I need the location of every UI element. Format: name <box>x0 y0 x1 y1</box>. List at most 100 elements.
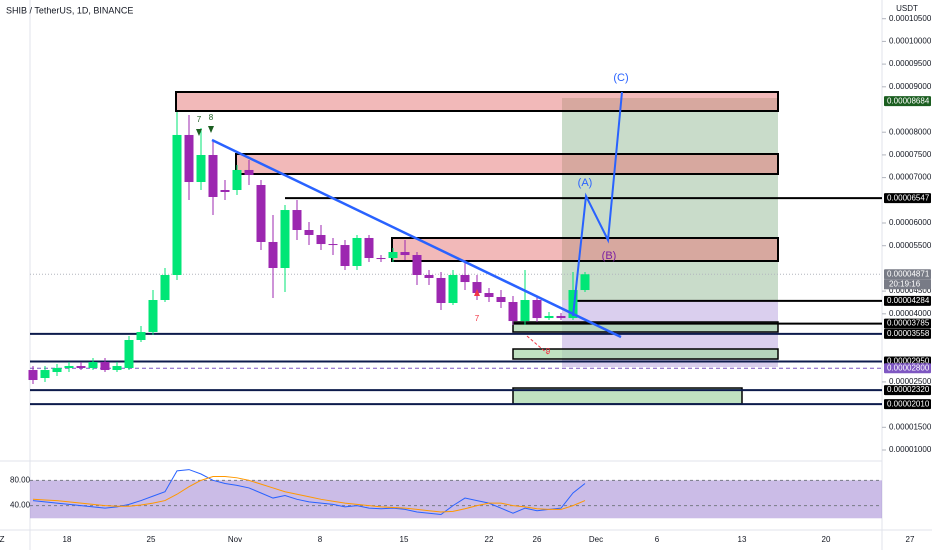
rsi-tick-label: 80.00 <box>10 475 31 484</box>
x-tick-label: Dec <box>589 535 603 544</box>
x-tick-label: 26 <box>533 535 542 544</box>
candle-body <box>316 234 326 245</box>
candle-body <box>184 134 194 183</box>
price-badge-label: 0.00002800 <box>887 363 930 372</box>
price-badge <box>884 193 931 204</box>
candle-body <box>580 274 590 291</box>
candle-body <box>292 210 302 230</box>
price-badge-label: 0.00002010 <box>887 399 930 408</box>
candle-body <box>268 241 278 269</box>
x-tick-label: 20 <box>822 535 831 544</box>
price-badge <box>884 269 931 280</box>
candle-body <box>208 154 218 197</box>
rsi-line <box>32 469 586 516</box>
count-label: 8 <box>209 113 214 122</box>
price-badge-label: 0.00002320 <box>887 385 930 394</box>
wave-label: (A) <box>578 177 593 189</box>
y-tick-label: 0.00005500 <box>889 241 932 250</box>
candle-body <box>352 237 362 267</box>
price-axis: 0.00001000 0.00001500 0.00002500 0.00004000… <box>0 14 932 544</box>
y-tick-label: 0.00006000 <box>889 218 932 227</box>
levels <box>30 197 882 406</box>
price-badge <box>884 96 931 107</box>
y-tick-label: 0.00009500 <box>889 59 932 68</box>
candle-body <box>568 290 578 319</box>
price-badge <box>884 295 931 306</box>
y-tick-label: 0.00010000 <box>889 37 932 46</box>
candles <box>28 112 590 384</box>
currency: USDT <box>896 4 918 13</box>
y-tick-label: 0.00007000 <box>889 173 932 182</box>
price-badge <box>884 385 931 396</box>
candle-body <box>424 274 434 278</box>
y-tick-label: 0.00004000 <box>889 309 932 318</box>
candle-body <box>196 154 206 183</box>
drawings: (C) (A) (B) 7 8 7 9 <box>196 72 629 356</box>
candle-body <box>160 274 170 301</box>
y-tick-label: 0.00007500 <box>889 150 932 159</box>
countdown: 20:19:16 <box>889 279 921 288</box>
demand-zone <box>512 348 779 360</box>
x-tick-label: 18 <box>63 535 72 544</box>
demand-zone <box>512 321 779 333</box>
price-badge-label: 0.00004284 <box>887 296 930 305</box>
candle-body <box>556 315 566 319</box>
price-badge <box>884 328 931 339</box>
price-badge-label: 0.00002950 <box>887 357 930 366</box>
chart-title: SHIB / TetherUS, 1D, BINANCE <box>6 5 133 15</box>
rsi-band <box>30 480 882 519</box>
y-tick-label: 0.00002500 <box>889 377 932 386</box>
candle-body <box>88 362 98 369</box>
count-label: 9 <box>546 347 551 356</box>
count-label: 7 <box>475 314 480 323</box>
y-tick-label: 0.00008000 <box>889 127 932 136</box>
signal-triangle <box>474 289 480 296</box>
candle-body <box>388 252 398 259</box>
y-tick-label: 0.00001500 <box>889 422 932 431</box>
wave-path <box>572 91 623 317</box>
x-tick-label: 13 <box>738 535 747 544</box>
candle-body <box>52 368 62 373</box>
y-tick-label: 0.00004500 <box>889 286 932 295</box>
signal-triangle <box>208 126 214 133</box>
y-tick-label: 0.00009000 <box>889 82 932 91</box>
candle-body <box>532 300 542 319</box>
candle-body <box>220 190 230 192</box>
supply-zone <box>391 237 779 262</box>
x-tick-label: Z <box>0 535 5 544</box>
price-badge-label: 0.00006547 <box>887 193 930 202</box>
price-badge <box>884 363 931 374</box>
y-tick-label: 0.00001000 <box>889 445 932 454</box>
candle-body <box>76 366 86 369</box>
candle-body <box>124 340 134 369</box>
x-tick-label: 27 <box>906 535 915 544</box>
candle-body <box>40 370 50 379</box>
rsi-pane: 80.00 40.00 <box>10 469 882 519</box>
candle-body <box>484 293 494 298</box>
candle-body <box>304 230 314 235</box>
candle-body <box>376 258 386 260</box>
trend-line <box>211 138 622 339</box>
candle-body <box>340 245 350 267</box>
price-badge-label: 0.00003785 <box>887 319 930 328</box>
wave-label: (C) <box>613 72 628 84</box>
candle-body <box>400 252 410 256</box>
x-tick-label: 25 <box>147 535 156 544</box>
countdown-badge <box>884 279 931 290</box>
candle-body <box>460 274 470 283</box>
candle-body <box>328 244 338 246</box>
candle-body <box>232 169 242 191</box>
price-badge-label: 0.00008684 <box>887 96 930 105</box>
x-tick-label: 22 <box>485 535 494 544</box>
candle-body <box>448 274 458 304</box>
rsi-line <box>32 476 586 513</box>
candle-body <box>436 277 446 304</box>
candle-body <box>364 237 374 259</box>
candle-body <box>28 370 38 381</box>
candle-body <box>136 332 146 341</box>
candle-body <box>544 315 554 319</box>
wave-label: (B) <box>602 250 617 262</box>
candle-body <box>496 297 506 303</box>
price-badge-label: 0.00004871 <box>887 269 930 278</box>
